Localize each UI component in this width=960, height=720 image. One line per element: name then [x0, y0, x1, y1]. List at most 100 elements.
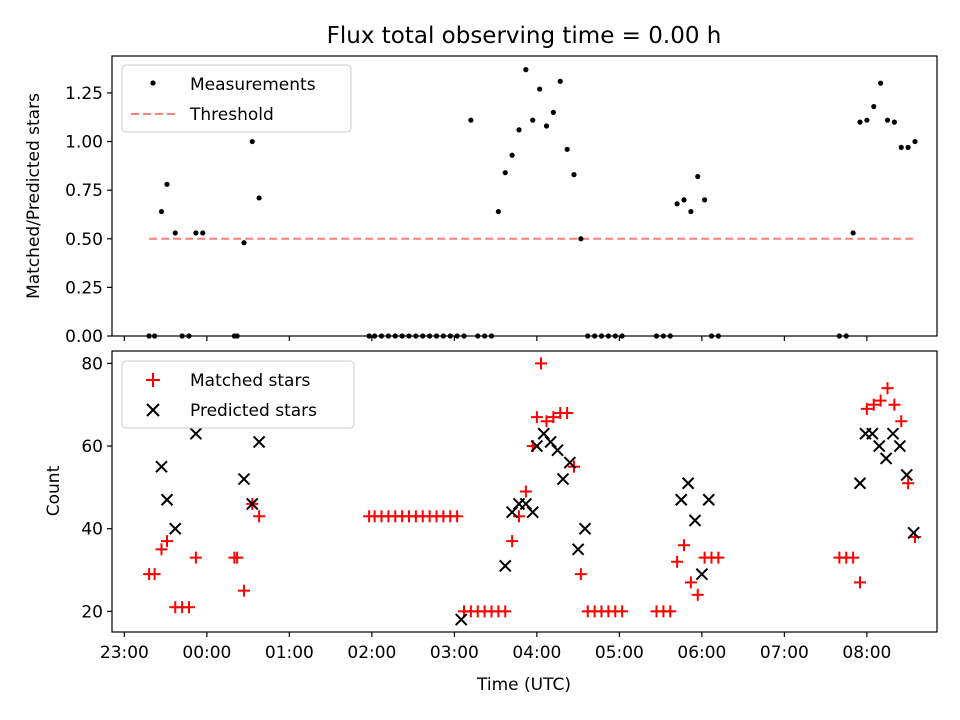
measurement-point — [495, 208, 501, 215]
measurement-point — [864, 117, 870, 123]
measurement-point — [509, 152, 515, 158]
matched-star-point — [684, 576, 697, 589]
predicted-star-point — [900, 468, 913, 482]
measurement-point — [468, 117, 474, 123]
predicted-star-point — [526, 505, 539, 519]
matched-star-point — [902, 477, 915, 490]
legend-matched-label: Matched stars — [190, 371, 310, 391]
bottom-y-tick-label: 20 — [81, 602, 103, 622]
bottom-legend-box — [121, 360, 355, 429]
measurement-point — [557, 78, 563, 84]
predicted-star-point — [578, 522, 592, 535]
matched-star-point — [860, 402, 873, 415]
measurement-point — [905, 144, 911, 150]
measurement-point — [898, 144, 904, 150]
x-tick-label: 06:00 — [677, 643, 726, 663]
matched-star-point — [671, 555, 684, 568]
measurement-point — [241, 240, 247, 246]
matched-star-point — [183, 601, 195, 614]
predicted-star-point — [853, 477, 867, 490]
measurement-point — [543, 123, 550, 129]
measurement-point — [884, 117, 891, 123]
matched-star-point — [895, 415, 908, 428]
matched-star-point — [678, 539, 690, 552]
bottom-plot-frame — [111, 350, 938, 633]
measurement-point — [564, 146, 570, 152]
top-y-tick-label: 0.75 — [65, 181, 103, 201]
measurement-point — [537, 86, 543, 92]
matched-star-point — [867, 398, 880, 411]
matched-star-point — [616, 605, 629, 618]
predicted-star-point — [571, 543, 585, 556]
predicted-star-point — [155, 460, 168, 473]
legend-measurements-marker — [150, 80, 156, 86]
top-x-axis — [123, 336, 868, 341]
matched-star-point — [540, 415, 553, 428]
x-tick-label: 07:00 — [760, 643, 809, 663]
measurement-point — [674, 201, 680, 207]
measurement-point — [871, 103, 877, 110]
x-tick-label: 05:00 — [595, 643, 644, 663]
bottom-legend: Matched stars Predicted stars — [121, 360, 355, 429]
predicted-star-point — [551, 443, 564, 457]
matched-star-point — [231, 551, 244, 564]
matched-star-point — [547, 411, 560, 424]
matched-star-point — [664, 605, 677, 618]
x-tick-label: 02:00 — [347, 643, 396, 663]
predicted-star-point — [189, 427, 203, 440]
bottom-y-tick-label: 80 — [81, 354, 103, 374]
measurement-point — [571, 172, 577, 178]
matched-stars-series — [143, 357, 921, 618]
measurement-point — [249, 138, 255, 145]
predicted-star-point — [873, 439, 886, 453]
measurement-point — [688, 208, 694, 215]
matched-star-point — [691, 588, 704, 601]
matched-star-point — [530, 411, 543, 424]
matched-star-point — [854, 576, 866, 589]
bottom-panel: 20 40 60 80 23:00 00:00 01:00 02:00 03:00 04:00 0… — [44, 350, 938, 695]
predicted-star-point — [688, 514, 702, 527]
predicted-star-point — [246, 497, 259, 511]
measurement-point — [681, 197, 687, 203]
bottom-x-axis: 23:00 00:00 01:00 02:00 03:00 04:00 05:00 06:00… — [100, 632, 891, 663]
predicted-star-point — [893, 439, 907, 453]
measurement-point — [158, 208, 165, 215]
top-panel: 0.00 0.25 0.50 0.75 1.00 1.25 Matched/Predict… — [24, 55, 938, 347]
legend-measurements-label: Measurements — [190, 75, 316, 95]
bottom-y-tick-label: 40 — [81, 520, 103, 540]
measurement-point — [200, 230, 206, 236]
x-tick-label: 00:00 — [182, 643, 231, 663]
measurement-point — [523, 67, 529, 73]
measurement-point — [702, 197, 708, 203]
measurement-point — [912, 138, 918, 145]
predicted-star-point — [886, 427, 900, 440]
legend-matched-marker — [146, 373, 160, 387]
x-axis-label: Time (UTC) — [476, 675, 571, 695]
predicted-star-point — [530, 439, 544, 453]
top-legend-box — [121, 64, 352, 133]
matched-star-point — [561, 406, 574, 419]
matched-star-point — [535, 357, 547, 370]
legend-predicted-label: Predicted stars — [190, 401, 317, 421]
measurement-point — [850, 230, 856, 236]
predicted-star-point — [237, 472, 251, 486]
bottom-y-axis: 20 40 60 80 — [81, 354, 112, 622]
top-y-tick-label: 1.00 — [65, 133, 103, 153]
matched-star-point — [238, 584, 250, 597]
top-y-tick-label: 0.00 — [65, 327, 103, 347]
predicted-star-point — [907, 526, 920, 540]
measurement-point — [530, 117, 536, 123]
matched-star-point — [253, 510, 266, 523]
matched-star-point — [847, 551, 860, 564]
top-plot-frame — [111, 55, 938, 337]
predicted-star-point — [556, 472, 570, 486]
matched-star-point — [519, 485, 532, 498]
chart-title: Flux total observing time = 0.00 h — [327, 23, 722, 49]
bottom-y-tick-label: 60 — [81, 437, 103, 457]
measurement-point — [256, 195, 262, 201]
matched-star-point — [712, 551, 725, 564]
measurement-point — [578, 236, 584, 242]
measurement-point — [878, 80, 884, 86]
measurement-point — [695, 173, 701, 180]
